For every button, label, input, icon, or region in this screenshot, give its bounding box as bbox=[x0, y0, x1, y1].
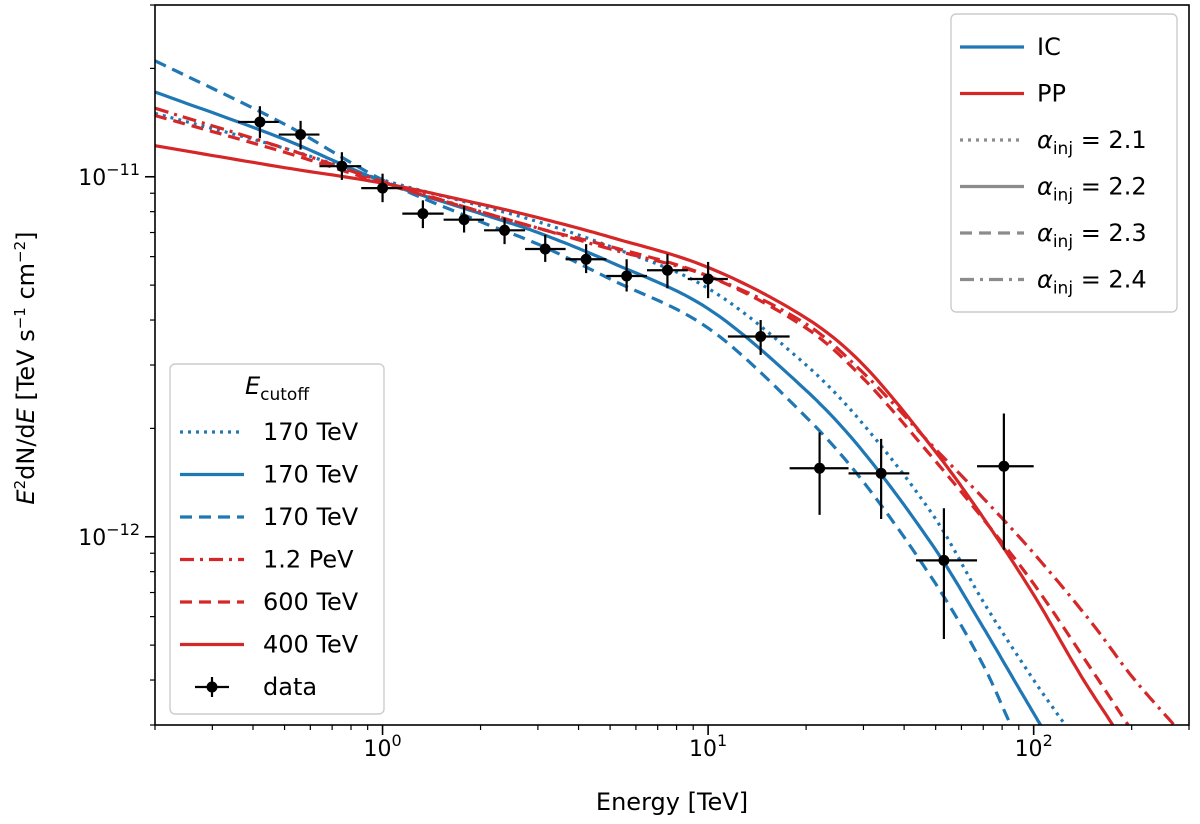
legend-cutoff-title: Ecutoff bbox=[245, 372, 310, 405]
legend-label: 170 TeV bbox=[263, 418, 359, 446]
legend-cutoff-entry-6: 400 TeV bbox=[180, 631, 359, 659]
legend-label: data bbox=[263, 673, 317, 701]
legend-cutoff-entry-3: 170 TeV bbox=[180, 503, 359, 531]
data-point-16 bbox=[915, 508, 978, 640]
legend-label: 600 TeV bbox=[263, 588, 359, 616]
legend-cutoff-entry-4: 1.2 PeV bbox=[180, 546, 354, 574]
data-point-6 bbox=[443, 205, 485, 233]
data-point-11 bbox=[646, 254, 688, 289]
legend-line-sample-marker bbox=[206, 681, 218, 693]
y-tick-label: 10−11 bbox=[78, 160, 140, 191]
legend-label: PP bbox=[1037, 80, 1066, 108]
data-marker bbox=[755, 330, 767, 342]
y-axis-label-text: E2dN/dE [TeV s−1 cm−2] bbox=[11, 231, 40, 504]
data-marker bbox=[417, 208, 429, 220]
legend-label: 170 TeV bbox=[263, 461, 359, 489]
legend-label: 170 TeV bbox=[263, 503, 359, 531]
legend-process-entry-1: IC bbox=[960, 33, 1061, 61]
data-marker bbox=[814, 462, 826, 474]
data-marker bbox=[499, 224, 511, 236]
data-marker bbox=[998, 460, 1010, 472]
legend-process-entry-6: αinj = 2.4 bbox=[960, 266, 1147, 299]
data-marker bbox=[336, 160, 348, 172]
data-marker bbox=[702, 273, 714, 285]
data-point-12 bbox=[687, 261, 728, 299]
data-marker bbox=[875, 467, 887, 479]
data-point-10 bbox=[606, 259, 647, 292]
data-point-9 bbox=[565, 244, 607, 274]
x-axis-label: Energy [TeV] bbox=[596, 788, 748, 816]
legend-process-entry-2: PP bbox=[960, 80, 1066, 108]
legend-label: αinj = 2.4 bbox=[1037, 266, 1147, 299]
legend-cutoff-entry-1: 170 TeV bbox=[180, 418, 359, 446]
axis-ticks: 100 101 102 10−12 10−11 bbox=[78, 4, 1190, 762]
legend-label: αinj = 2.1 bbox=[1037, 126, 1147, 159]
data-marker bbox=[254, 116, 266, 128]
legend-process: IC PP αinj = 2.1 αinj = 2.2 αinj = 2.3 αinj =… bbox=[950, 13, 1178, 313]
data-marker bbox=[458, 214, 470, 226]
x-tick-label: 101 bbox=[689, 731, 727, 762]
legend-cutoff: Ecutoff 170 TeV 170 TeV 170 TeV 1.2 PeV 600 T… bbox=[169, 363, 385, 715]
data-point-7 bbox=[484, 217, 526, 245]
series-line-6 bbox=[155, 144, 1115, 725]
legend-label: 400 TeV bbox=[263, 631, 359, 659]
data-marker bbox=[295, 129, 307, 141]
legend-label: αinj = 2.2 bbox=[1037, 173, 1147, 206]
data-point-15 bbox=[848, 438, 910, 520]
x-tick-label: 102 bbox=[1015, 731, 1053, 762]
data-points bbox=[238, 106, 1034, 640]
x-tick-label: 100 bbox=[363, 731, 401, 762]
data-marker bbox=[938, 554, 950, 566]
legend-cutoff-entry-2: 170 TeV bbox=[180, 461, 359, 489]
data-point-5 bbox=[402, 200, 444, 229]
legend-process-entry-4: αinj = 2.2 bbox=[960, 173, 1147, 206]
data-point-8 bbox=[525, 234, 566, 262]
data-marker bbox=[377, 182, 389, 194]
data-point-2 bbox=[278, 120, 320, 150]
legend-cutoff-entry-7: data bbox=[195, 673, 317, 701]
legend-cutoff-frame bbox=[169, 363, 385, 715]
data-point-13 bbox=[727, 320, 790, 355]
y-axis-label: E2dN/dE [TeV s−1 cm−2] bbox=[11, 231, 40, 504]
legend-cutoff-entry-5: 600 TeV bbox=[180, 588, 359, 616]
data-marker bbox=[661, 264, 673, 276]
data-marker bbox=[621, 270, 633, 282]
data-marker bbox=[580, 253, 592, 265]
legend-process-entry-5: αinj = 2.3 bbox=[960, 219, 1147, 252]
legend-label: αinj = 2.3 bbox=[1037, 219, 1147, 252]
data-point-17 bbox=[977, 413, 1034, 550]
data-marker bbox=[539, 243, 551, 255]
series-line-1 bbox=[155, 111, 1067, 725]
data-point-1 bbox=[238, 106, 279, 139]
data-point-4 bbox=[361, 173, 403, 203]
data-point-3 bbox=[319, 152, 362, 180]
y-tick-label: 10−12 bbox=[78, 520, 140, 551]
data-point-14 bbox=[789, 432, 849, 515]
legend-label: IC bbox=[1037, 33, 1061, 61]
legend-label: 1.2 PeV bbox=[263, 546, 354, 574]
legend-process-frame bbox=[950, 13, 1178, 313]
legend-process-entry-3: αinj = 2.1 bbox=[960, 126, 1147, 159]
